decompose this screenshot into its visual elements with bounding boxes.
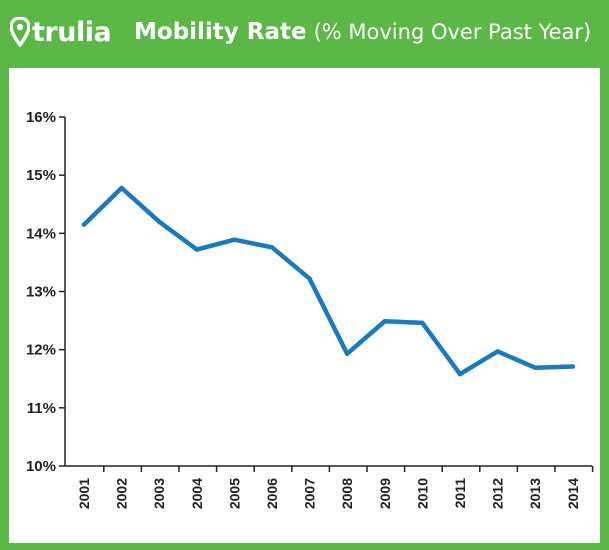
- x-tick-label: 2008: [339, 478, 355, 509]
- chart-panel: [9, 68, 600, 543]
- y-tick-label: 12%: [26, 342, 56, 359]
- data-point: [81, 222, 87, 227]
- x-tick-label: 2002: [114, 478, 130, 509]
- x-tick-label: 2013: [527, 478, 543, 509]
- y-tick-label: 16%: [26, 109, 56, 126]
- logo-text: trulia: [32, 16, 112, 48]
- chart-title-sub: (% Moving Over Past Year): [313, 20, 592, 44]
- x-tick-label: 2004: [189, 478, 205, 509]
- data-point: [533, 365, 538, 370]
- x-tick-label: 2005: [226, 478, 242, 509]
- header: trulia Mobility Rate (% Moving Over Past…: [0, 0, 609, 66]
- axes: [64, 117, 592, 467]
- data-point: [269, 245, 275, 250]
- trulia-logo: trulia: [10, 12, 112, 52]
- data-point: [194, 247, 199, 252]
- data-point: [382, 318, 387, 324]
- x-tick-label: 2006: [264, 478, 280, 509]
- chart-title: Mobility Rate (% Moving Over Past Year): [134, 17, 591, 46]
- y-tick-label: 15%: [26, 167, 56, 184]
- x-axis-ticks: 2001 2002 2003 2004 2005 2006 2007 2008 2009 2010…: [76, 466, 594, 509]
- x-tick-label: 2014: [565, 478, 581, 509]
- data-point: [420, 320, 425, 326]
- data-point: [345, 351, 350, 356]
- y-tick-label: 10%: [26, 458, 56, 475]
- y-tick-label: 14%: [26, 225, 56, 242]
- map-pin-icon: [10, 17, 30, 47]
- y-tick-label: 13%: [26, 284, 56, 301]
- data-point: [495, 349, 500, 354]
- x-tick-label: 2001: [76, 478, 92, 509]
- data-point: [457, 371, 463, 377]
- x-tick-label: 2012: [490, 478, 506, 509]
- data-point: [157, 219, 162, 224]
- y-axis-ticks: 10% 11% 12% 13% 14% 15% 16%: [26, 109, 65, 475]
- data-point: [232, 237, 237, 242]
- x-tick-label: 2011: [452, 478, 468, 509]
- data-point: [570, 364, 575, 369]
- x-tick-label: 2009: [377, 478, 393, 509]
- series-line: [81, 185, 576, 377]
- x-tick-label: 2010: [414, 478, 430, 509]
- series: [81, 185, 576, 377]
- x-tick-label: 2003: [151, 478, 167, 509]
- chart-title-bold: Mobility Rate: [134, 19, 307, 45]
- data-point: [119, 185, 124, 191]
- data-point: [307, 276, 312, 281]
- y-tick-label: 11%: [27, 400, 56, 417]
- x-tick-label: 2007: [302, 478, 318, 509]
